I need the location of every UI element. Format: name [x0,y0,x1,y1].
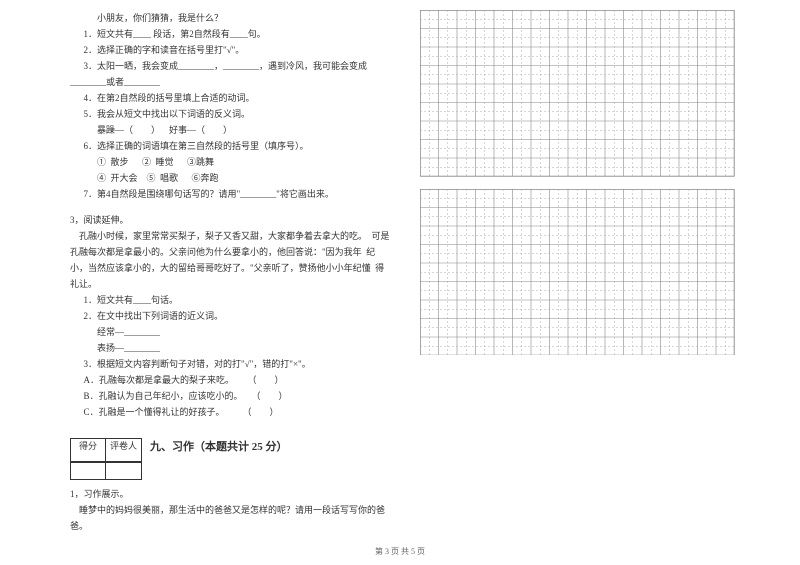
q3-2b: 经常—________ [70,324,390,340]
score-cell-defen: 得分 [70,438,106,462]
writing-grid-1 [420,10,760,177]
score-box: 得分 评卷人 九、习作（本题共计 25 分） [70,438,390,462]
right-column [410,0,800,565]
q3-3a: A．孔融每次都是拿最大的梨子来吃。 （ ） [70,372,390,388]
q3-2: 2．在文中找出下列词语的近义词。 [70,308,390,324]
q1-intro: 小朋友，你们猜猜，我是什么？ [70,10,390,26]
q1-6c: ④ 开大会 ⑤ 唱歌 ⑥奔跑 [70,170,390,186]
left-column: 小朋友，你们猜猜，我是什么？ 1．短文共有____ 段话，第2自然段有____句… [0,0,410,565]
q1-3b: ________或者________ [70,74,390,90]
score-blank-row [70,468,390,480]
xi-1b: 睡梦中的妈妈很美丽，那生活中的爸爸又是怎样的呢？请用一段话写写你的爸爸。 [70,502,390,534]
section-9-title: 九、习作（本题共计 25 分） [150,438,288,462]
q3-2c: 表扬—________ [70,340,390,356]
q3-3b: B．孔融认为自己年纪小，应该吃小的。 （ ） [70,388,390,404]
writing-grid-2 [420,189,760,356]
page-container: 小朋友，你们猜猜，我是什么？ 1．短文共有____ 段话，第2自然段有____句… [0,0,800,565]
q1-3a: 3．太阳一晒，我会变成________，________，遇到冷风，我可能会变成 [70,58,390,74]
q3-title: 3，阅读延伸。 [70,212,390,228]
spacer [70,202,390,212]
q1-5: 5．我会从短文中找出以下词语的反义词。 [70,106,390,122]
q1-5b: 暴躁—（ ） 好事—（ ） [70,122,390,138]
page-footer: 第 3 页 共 5 页 [0,546,800,557]
q1-7: 7．第4自然段是围绕哪句话写的？请用"________"将它画出来。 [70,186,390,202]
score-cell-pingjuan: 评卷人 [106,438,142,462]
q1-1: 1．短文共有____ 段话，第2自然段有____句。 [70,26,390,42]
xi-1: 1，习作展示。 [70,486,390,502]
q3-3c: C．孔融是一个懂得礼让的好孩子。 （ ） [70,404,390,420]
q1-6b: ① 散步 ② 睡觉 ③跳舞 [70,154,390,170]
q1-4: 4．在第2自然段的括号里填上合适的动词。 [70,90,390,106]
score-blank-1 [70,462,106,480]
q3-1: 1．短文共有____句话。 [70,292,390,308]
q1-6: 6．选择正确的词语填在第三自然段的括号里（填序号）。 [70,138,390,154]
q1-2: 2．选择正确的字和读音在括号里打"√"。 [70,42,390,58]
score-blank-2 [106,462,142,480]
q3-passage: 孔融小时候，家里常常买梨子，梨子又香又甜，大家都争着去拿大的吃。 可是孔融每次都… [70,228,390,292]
q3-3: 3．根据短文内容判断句子对错，对的打"√"，错的打"×"。 [70,356,390,372]
